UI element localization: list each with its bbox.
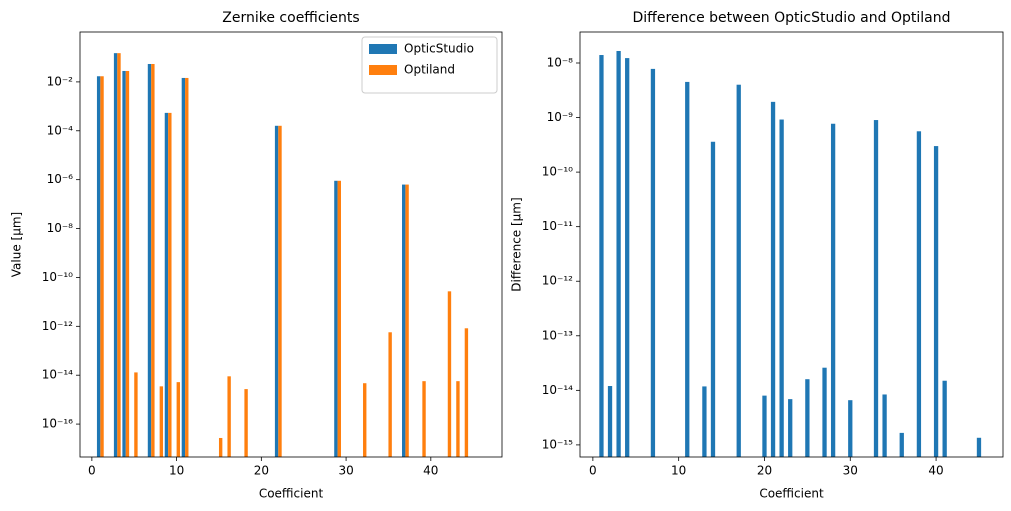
- bar: [702, 386, 707, 457]
- x-tick-label: 40: [928, 464, 943, 478]
- bar: [151, 63, 155, 457]
- x-tick-label: 0: [88, 464, 96, 478]
- bar: [334, 180, 338, 457]
- bar: [122, 70, 126, 457]
- x-tick-label: 10: [671, 464, 686, 478]
- bar: [916, 131, 922, 457]
- bar: [685, 81, 690, 457]
- bar: [805, 379, 810, 457]
- bar: [113, 53, 118, 458]
- plot-frame: [579, 31, 1004, 458]
- y-tick-label: 10⁻¹⁰: [42, 270, 73, 284]
- bar: [873, 120, 879, 458]
- x-axis-label: Coefficient: [259, 487, 324, 501]
- bar: [402, 184, 406, 457]
- legend-swatch: [369, 65, 397, 75]
- y-tick-label: 10⁻¹⁴: [542, 383, 573, 397]
- y-tick-label: 10⁻¹⁶: [42, 417, 73, 431]
- bar: [464, 328, 469, 457]
- y-tick-label: 10⁻¹²: [42, 319, 73, 333]
- bar: [168, 112, 172, 458]
- y-tick-label: 10⁻²: [47, 74, 74, 88]
- y-tick-label: 10⁻¹¹: [542, 219, 573, 233]
- bar: [185, 77, 189, 457]
- bar: [227, 376, 231, 457]
- y-axis-label: Difference [µm]: [510, 197, 524, 291]
- x-tick-label: 20: [254, 464, 269, 478]
- plot-frame: [79, 31, 503, 458]
- bar: [599, 55, 604, 457]
- x-tick-label: 30: [338, 464, 353, 478]
- bar: [244, 389, 248, 457]
- bar: [117, 53, 121, 458]
- y-tick-label: 10⁻⁹: [547, 110, 574, 124]
- chart-title: Difference between OpticStudio and Optil…: [633, 10, 951, 26]
- bar: [422, 381, 426, 457]
- bar: [181, 77, 186, 457]
- bar: [100, 76, 104, 458]
- bar: [125, 70, 130, 457]
- x-axis-label: Coefficient: [759, 487, 824, 501]
- bar: [770, 101, 776, 457]
- y-tick-label: 10⁻⁸: [47, 221, 74, 235]
- bar: [96, 76, 101, 458]
- bar: [933, 146, 939, 458]
- y-tick-label: 10⁻¹⁴: [42, 368, 73, 382]
- bar: [899, 432, 904, 457]
- bar: [147, 63, 152, 457]
- y-tick-label: 10⁻¹³: [542, 328, 573, 342]
- bar: [710, 141, 716, 457]
- y-tick-label: 10⁻¹²: [542, 274, 573, 288]
- bar: [447, 291, 452, 457]
- bar: [164, 112, 169, 458]
- bar: [159, 386, 164, 457]
- bar: [363, 383, 367, 457]
- y-tick-label: 10⁻¹⁵: [542, 437, 573, 451]
- x-tick-label: 0: [589, 464, 597, 478]
- legend-label: Optiland: [404, 63, 455, 77]
- x-tick-label: 20: [757, 464, 772, 478]
- bar: [976, 437, 982, 457]
- legend-swatch: [369, 44, 397, 54]
- bar: [762, 395, 767, 457]
- subplot: 0 10 20 30 40 10⁻¹⁶ 10⁻¹⁴ 10⁻¹² 10⁻¹⁰ 10⁻⁸ 10⁻⁶ 10⁻…: [10, 10, 503, 501]
- bar: [650, 68, 656, 457]
- bar: [134, 372, 138, 457]
- legend-label: OpticStudio: [404, 42, 474, 56]
- bar: [625, 58, 630, 457]
- bar: [788, 399, 793, 457]
- bar: [882, 394, 887, 457]
- legend: OpticStudio Optiland: [361, 36, 498, 94]
- bar: [616, 50, 621, 457]
- bar: [405, 184, 409, 457]
- bar: [176, 382, 180, 457]
- bar: [779, 119, 784, 457]
- chart-title: Zernike coefficients: [222, 10, 359, 26]
- bar: [456, 381, 460, 457]
- y-tick-label: 10⁻⁴: [47, 123, 74, 137]
- bar: [388, 332, 392, 457]
- y-tick-label: 10⁻⁶: [47, 172, 74, 186]
- bar: [607, 386, 613, 457]
- bar: [848, 400, 853, 457]
- y-tick-label: 10⁻¹⁰: [542, 165, 573, 179]
- bar: [337, 180, 341, 457]
- x-tick-label: 40: [423, 464, 438, 478]
- y-tick-label: 10⁻⁸: [547, 55, 574, 69]
- bar: [274, 125, 279, 458]
- bar: [942, 380, 947, 457]
- x-tick-label: 10: [169, 464, 184, 478]
- x-tick-label: 30: [843, 464, 858, 478]
- bar: [736, 84, 741, 458]
- bar: [830, 123, 836, 457]
- subplot: 0 10 20 30 40 10⁻¹⁵ 10⁻¹⁴ 10⁻¹³ 10⁻¹² 10⁻¹¹ 10⁻¹⁰ 1…: [510, 10, 1004, 501]
- bar: [822, 367, 827, 457]
- bar: [218, 437, 223, 457]
- bar: [278, 125, 282, 458]
- y-axis-label: Value [µm]: [10, 212, 24, 277]
